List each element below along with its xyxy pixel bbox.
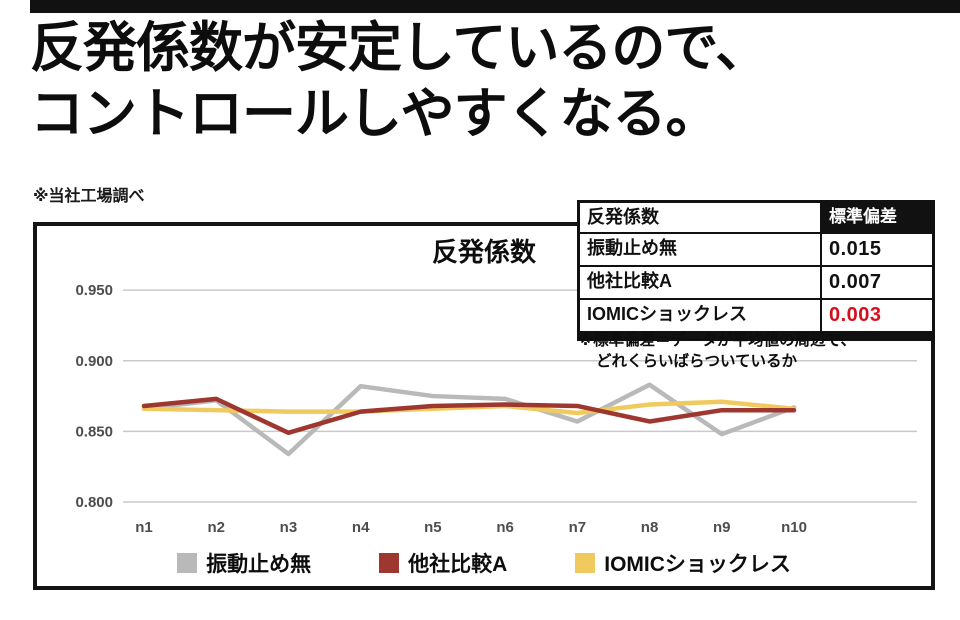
legend-swatch-icon — [379, 553, 400, 573]
x-tick-label: n4 — [352, 519, 370, 536]
source-note: ※当社工場調べ — [33, 188, 145, 205]
x-tick-label: n7 — [569, 519, 587, 536]
legend-item: IOMICショックレス — [575, 548, 791, 578]
stats-table-body: 振動止め無 0.015 他社比較A 0.007 IOMICショックレス 0.003 — [580, 233, 932, 331]
legend-label: 振動止め無 — [206, 553, 312, 576]
stats-row-label: IOMICショックレス — [587, 303, 747, 324]
stats-row-value: 0.003 — [820, 299, 932, 331]
legend-item: 他社比較A — [379, 548, 507, 578]
legend-swatch-icon — [177, 553, 198, 573]
stats-table-row: 他社比較A 0.007 — [580, 266, 932, 300]
legend-item: 振動止め無 — [177, 548, 311, 578]
y-tick-label: 0.800 — [75, 494, 113, 511]
top-rule — [30, 0, 960, 13]
headline-line-2: コントロールしやすくなる。 — [30, 83, 719, 144]
y-tick-label: 0.950 — [75, 282, 113, 299]
x-tick-label: n5 — [424, 519, 442, 536]
x-tick-label: n1 — [135, 519, 153, 536]
headline: 反発係数が安定しているので、 コントロールしやすくなる。 — [30, 16, 940, 148]
stats-row-label: 振動止め無 — [587, 237, 677, 258]
table-footnote: ※標準偏差＝データが平均値の周辺で、 どれくらいばらついているか — [578, 331, 948, 373]
x-tick-label: n9 — [713, 519, 731, 536]
stats-table-header-value: 標準偏差 — [820, 203, 932, 232]
stats-row-label: 他社比較A — [587, 270, 672, 291]
legend-swatch-icon — [575, 553, 596, 573]
x-tick-label: n6 — [496, 519, 514, 536]
chart-legend: 振動止め無 他社比較A IOMICショックレス — [37, 548, 931, 578]
legend-label: IOMICショックレス — [604, 553, 791, 576]
table-footnote-line-2: どれくらいばらついているか — [596, 352, 798, 370]
stats-row-value: 0.007 — [820, 266, 932, 298]
chart-title: 反発係数 — [431, 237, 536, 267]
stats-table-header-row: 反発係数 標準偏差 — [580, 203, 932, 234]
headline-line-1: 反発係数が安定しているので、 — [30, 18, 769, 78]
stats-table-row: IOMICショックレス 0.003 — [580, 299, 932, 331]
table-footnote-line-1: ※標準偏差＝データが平均値の周辺で、 — [578, 332, 856, 349]
stats-row-value: 0.015 — [820, 233, 932, 265]
y-tick-label: 0.850 — [75, 423, 113, 440]
y-tick-label: 0.900 — [75, 353, 113, 370]
x-tick-label: n3 — [280, 519, 298, 536]
stats-table-row: 振動止め無 0.015 — [580, 233, 932, 267]
x-tick-label: n8 — [641, 519, 659, 536]
series-line-0 — [141, 382, 797, 457]
stats-table-header-label: 反発係数 — [587, 207, 659, 227]
stats-table: 反発係数 標準偏差 振動止め無 0.015 他社比較A 0.007 IOMICショックレ… — [577, 200, 935, 341]
chart-svg: 0.950 0.900 0.850 0.800 n1 n2 n3 n4 n5 n6 n7 n8 n9 n1… — [75, 282, 917, 536]
series-line-1 — [141, 396, 797, 436]
x-tick-label: n2 — [207, 519, 225, 536]
x-tick-label: n10 — [781, 519, 807, 536]
legend-label: 他社比較A — [408, 553, 508, 576]
